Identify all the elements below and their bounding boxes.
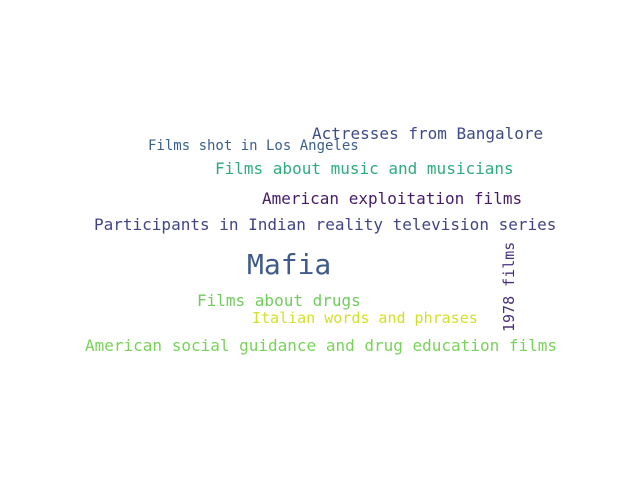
word-films-shot-in-los-angeles: Films shot in Los Angeles	[148, 138, 359, 154]
word-participants-in-indian-reality-television-series: Participants in Indian reality televisio…	[94, 215, 557, 234]
word-american-social-guidance-and-drug-education-films: American social guidance and drug educat…	[85, 336, 558, 355]
word-films-about-drugs: Films about drugs	[197, 291, 361, 310]
word-italian-words-and-phrases: Italian words and phrases	[252, 309, 478, 327]
word-1978-films: 1978 films	[500, 241, 518, 332]
word-films-about-music-and-musicians: Films about music and musicians	[215, 159, 514, 178]
word-actresses-from-bangalore: Actresses from Bangalore	[312, 124, 544, 143]
word-american-exploitation-films: American exploitation films	[262, 189, 523, 208]
word-mafia: Mafia	[247, 248, 332, 281]
